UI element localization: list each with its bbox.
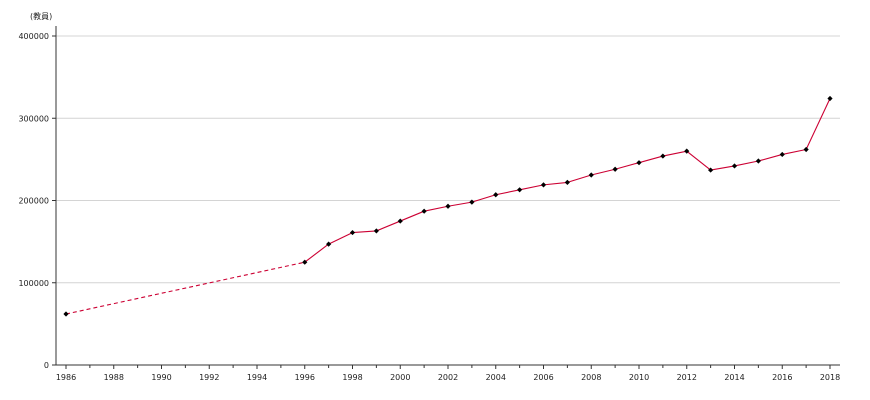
data-point: [469, 199, 475, 205]
data-point: [588, 172, 594, 178]
series-segment: [352, 230, 377, 234]
y-ticks: 0 100000 200000 300000 400000: [18, 32, 56, 370]
series-segment: [805, 98, 831, 150]
series-segment: [519, 184, 544, 191]
series-segment: [447, 201, 472, 207]
data-point: [708, 167, 714, 173]
series-segment: [471, 194, 496, 203]
data-point: [445, 203, 451, 209]
y-tick-label: 100000: [18, 279, 49, 288]
series-segment: [591, 168, 616, 176]
y-tick-label: 400000: [18, 32, 49, 41]
series-segment: [495, 189, 520, 196]
x-tick-label: 2002: [438, 373, 458, 382]
data-point: [779, 151, 785, 158]
data-point: [564, 179, 570, 186]
data-point: [731, 163, 738, 169]
series-segment: [758, 153, 783, 162]
data-point: [302, 259, 308, 265]
data-point: [612, 166, 618, 172]
x-ticks: 1986 1988 1990 1992 1994 1996 1998 2000 2002 2004…: [56, 365, 840, 382]
data-point: [684, 148, 690, 154]
series-segment: [328, 232, 353, 245]
series-segment: [782, 148, 807, 155]
data-point: [326, 241, 332, 247]
x-tick-label: 1990: [151, 373, 171, 382]
data-point: [803, 146, 809, 153]
series-segment: [376, 220, 401, 232]
series-segment: [543, 181, 568, 186]
x-tick-label: 1986: [56, 373, 76, 382]
series-segment: [638, 155, 664, 164]
series-segment: [424, 205, 449, 212]
data-point: [349, 229, 356, 236]
x-tick-label: 2018: [820, 373, 840, 382]
y-unit-label: (教員): [30, 11, 52, 21]
data-point: [517, 187, 523, 193]
data-point: [540, 182, 547, 188]
series-segment: [662, 150, 687, 157]
y-tick-label: 300000: [18, 114, 49, 123]
series-segment: [686, 150, 711, 171]
series-segment: [710, 165, 735, 171]
data-point: [493, 192, 499, 198]
x-tick-label: 1994: [247, 373, 267, 382]
data-point: [660, 153, 666, 159]
series-segment: [304, 243, 329, 263]
data-point: [421, 208, 427, 214]
x-tick-label: 2016: [772, 373, 792, 382]
x-tick-label: 2004: [486, 373, 506, 382]
x-tick-label: 1992: [199, 373, 219, 382]
data-point: [827, 95, 833, 102]
y-tick-label: 0: [44, 361, 49, 370]
x-tick-label: 1996: [295, 373, 315, 382]
x-tick-label: 1998: [342, 373, 362, 382]
data-point: [397, 218, 403, 224]
series-segment: [614, 162, 640, 170]
data-point: [63, 311, 69, 317]
series-segment: [567, 174, 592, 183]
grid-lines: [56, 35, 840, 284]
x-tick-label: 2008: [581, 373, 601, 382]
x-tick-label: 1988: [104, 373, 124, 382]
data-point: [636, 160, 642, 166]
y-tick-label: 200000: [18, 197, 49, 206]
series-segment: [734, 160, 759, 167]
x-tick-label: 2014: [724, 373, 744, 382]
data-point: [755, 158, 761, 164]
x-tick-label: 2000: [390, 373, 410, 382]
series-segment-dashed: [65, 261, 305, 315]
series-layer: [65, 98, 831, 315]
series-segment: [400, 210, 425, 222]
x-tick-label: 2006: [533, 373, 553, 382]
x-tick-label: 2012: [677, 373, 697, 382]
x-tick-label: 2010: [629, 373, 649, 382]
data-point: [373, 228, 379, 234]
axes: [55, 26, 840, 366]
markers-layer: [63, 95, 833, 317]
